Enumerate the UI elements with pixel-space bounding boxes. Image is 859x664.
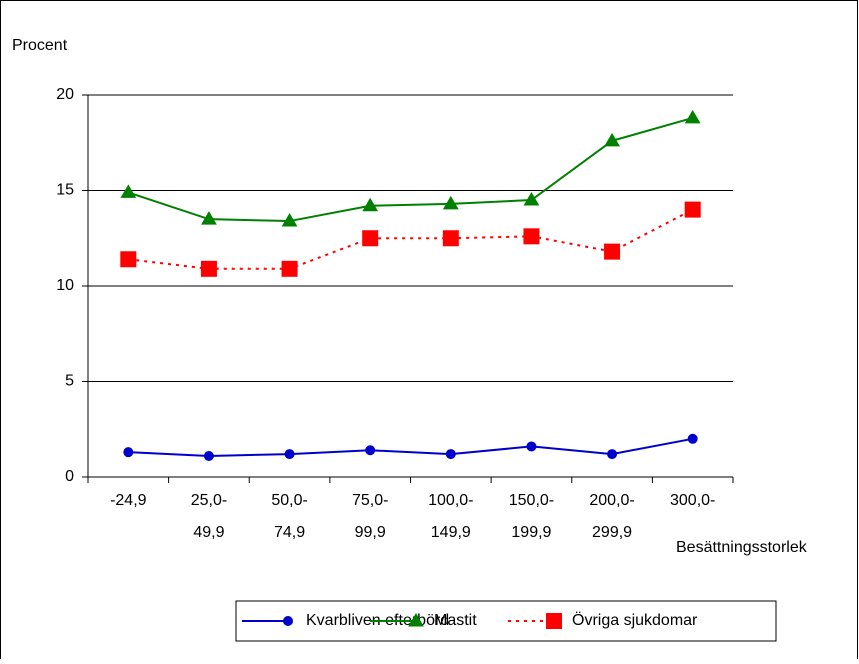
series-line bbox=[128, 437, 693, 457]
y-tick-label: 20 bbox=[56, 86, 74, 103]
x-tick-label: 49,9 bbox=[193, 524, 224, 541]
y-tick-label: 5 bbox=[65, 373, 74, 390]
data-point bbox=[284, 449, 295, 460]
data-point bbox=[203, 450, 214, 461]
data-point bbox=[687, 433, 698, 444]
x-tick-label: 149,9 bbox=[431, 524, 471, 541]
data-point bbox=[123, 447, 134, 458]
data-point bbox=[120, 184, 137, 198]
data-point bbox=[523, 228, 540, 245]
legend-label: Mastit bbox=[434, 612, 477, 629]
x-tick-label: 25,0- bbox=[191, 492, 227, 509]
y-tick-label: 15 bbox=[56, 182, 74, 199]
x-tick-label: 75,0- bbox=[352, 492, 388, 509]
x-tick-label: 100,0- bbox=[428, 492, 473, 509]
data-point bbox=[684, 201, 701, 218]
y-tick-label: 10 bbox=[56, 277, 74, 294]
legend-box bbox=[235, 600, 777, 642]
data-point bbox=[445, 449, 456, 460]
data-point bbox=[523, 192, 540, 206]
data-point bbox=[281, 213, 298, 227]
x-tick-label: 200,0- bbox=[589, 492, 634, 509]
legend-marker bbox=[408, 613, 424, 627]
x-axis-label: Besättningsstorlek bbox=[676, 539, 808, 556]
series-line bbox=[127, 116, 693, 223]
x-tick-label: 50,0- bbox=[271, 492, 307, 509]
x-tick-label: -24,9 bbox=[110, 492, 147, 509]
x-tick-label: 199,9 bbox=[511, 524, 551, 541]
legend-marker bbox=[283, 616, 293, 626]
data-point bbox=[281, 260, 298, 277]
data-point bbox=[442, 195, 459, 210]
y-axis-label: Procent bbox=[12, 37, 68, 54]
data-point bbox=[684, 109, 701, 124]
data-point bbox=[120, 251, 137, 268]
data-point bbox=[604, 132, 620, 147]
x-tick-label: 74,9 bbox=[274, 524, 305, 541]
data-point bbox=[362, 197, 379, 212]
data-point bbox=[201, 211, 217, 225]
data-point bbox=[200, 260, 217, 277]
data-point bbox=[362, 230, 379, 247]
data-point bbox=[604, 243, 621, 260]
y-tick-label: 0 bbox=[65, 468, 74, 485]
data-point bbox=[526, 441, 537, 452]
x-tick-label: 150,0- bbox=[509, 492, 554, 509]
x-tick-label: 299,9 bbox=[592, 524, 632, 541]
series-line bbox=[128, 208, 694, 270]
data-point bbox=[607, 449, 618, 460]
legend-label: Övriga sjukdomar bbox=[572, 611, 698, 629]
data-point bbox=[365, 445, 376, 456]
x-tick-label: 300,0- bbox=[670, 492, 715, 509]
data-point bbox=[442, 230, 459, 247]
x-tick-label: 99,9 bbox=[355, 524, 386, 541]
legend-marker bbox=[546, 613, 562, 629]
